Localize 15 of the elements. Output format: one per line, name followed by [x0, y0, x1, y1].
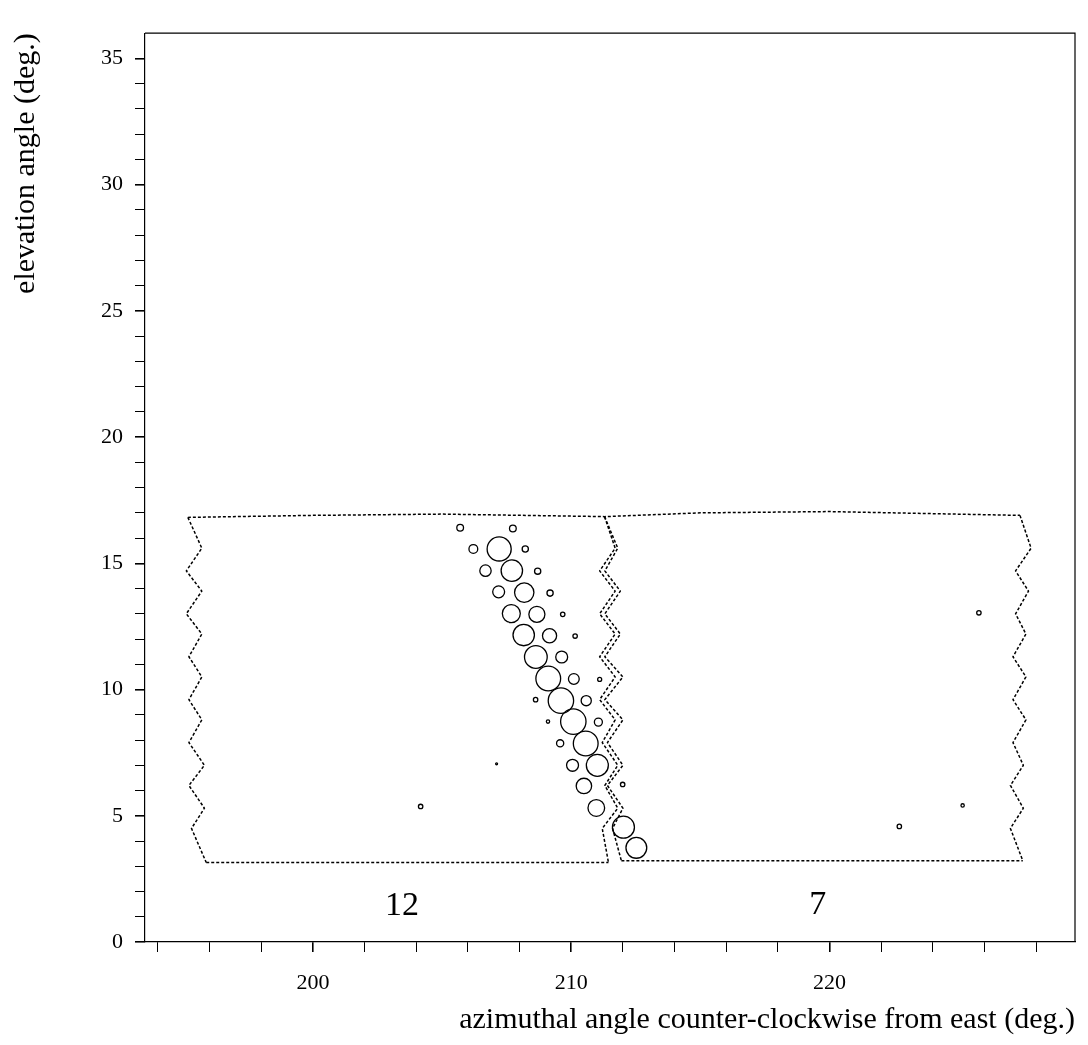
y-axis-title: elevation angle (deg.): [6, 33, 41, 294]
y-tick-label: 15: [101, 549, 123, 575]
y-tick-label: 30: [101, 170, 123, 196]
y-tick-label: 35: [101, 44, 123, 70]
y-tick-label: 25: [101, 296, 123, 322]
annotation: 7: [809, 884, 827, 922]
y-tick-label: 0: [112, 927, 123, 953]
x-tick-label: 210: [554, 968, 588, 994]
annotation: 12: [385, 885, 420, 923]
x-tick-label: 200: [296, 968, 330, 994]
y-tick-label: 10: [101, 675, 123, 701]
x-axis-title: azimuthal angle counter-clockwise from east (deg.): [459, 1000, 1075, 1035]
y-tick-label: 5: [112, 801, 123, 827]
x-tick-label: 220: [813, 968, 847, 994]
y-tick-label: 20: [101, 422, 123, 448]
